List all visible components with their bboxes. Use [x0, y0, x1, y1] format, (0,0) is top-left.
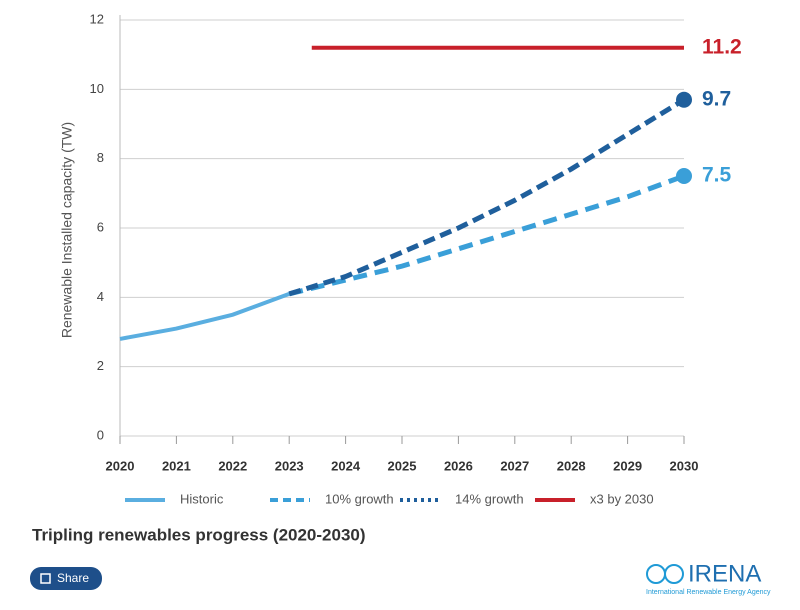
share-icon — [40, 573, 51, 584]
x-tick-label: 2021 — [162, 458, 191, 473]
y-tick-label: 10 — [90, 81, 104, 96]
y-tick-label: 8 — [97, 150, 104, 165]
y-axis-label: Renewable Installed capacity (TW) — [59, 122, 75, 338]
y-tick-label: 0 — [97, 427, 104, 442]
y-tick-label: 2 — [97, 358, 104, 373]
logo: IRENA International Renewable Energy Age… — [646, 560, 771, 596]
line — [288, 97, 686, 297]
y-tick-label: 6 — [97, 219, 104, 234]
share-bg[interactable] — [30, 567, 102, 590]
y-tick-label: 4 — [97, 289, 104, 304]
legend-label: 10% growth — [325, 491, 394, 506]
logo-text: IRENA — [688, 560, 761, 587]
chart-title: Tripling renewables progress (2020-2030) — [32, 525, 366, 544]
end-dot — [676, 91, 692, 108]
x-tick-label: 2029 — [613, 458, 642, 473]
logo-icon — [664, 564, 684, 584]
x-tick-label: 2027 — [500, 458, 529, 473]
x-tick-label: 2023 — [275, 458, 304, 473]
x-tick-label: 2024 — [331, 458, 361, 473]
data-label: 7.5 — [702, 164, 732, 187]
line — [288, 173, 685, 297]
x-tick-label: 2022 — [218, 458, 247, 473]
x-tick-label: 2030 — [670, 458, 699, 473]
end-dot — [676, 168, 692, 184]
legend-label: 14% growth — [455, 491, 524, 506]
data-label: 9.7 — [702, 87, 731, 110]
y-tick-label: 12 — [90, 11, 104, 26]
share-button[interactable]: Share — [30, 567, 102, 590]
legend-label: x3 by 2030 — [590, 491, 654, 506]
data-label: 11.2 — [702, 35, 742, 58]
legend-label: Historic — [180, 491, 224, 506]
x-tick-label: 2020 — [106, 458, 135, 473]
logo-icon — [646, 564, 666, 584]
x-tick-label: 2025 — [388, 458, 417, 473]
x-tick-label: 2026 — [444, 458, 473, 473]
x-tick-label: 2028 — [557, 458, 586, 473]
line — [119, 291, 290, 341]
logo-subtitle: International Renewable Energy Agency — [646, 589, 771, 596]
share-text[interactable]: Share — [57, 571, 89, 585]
